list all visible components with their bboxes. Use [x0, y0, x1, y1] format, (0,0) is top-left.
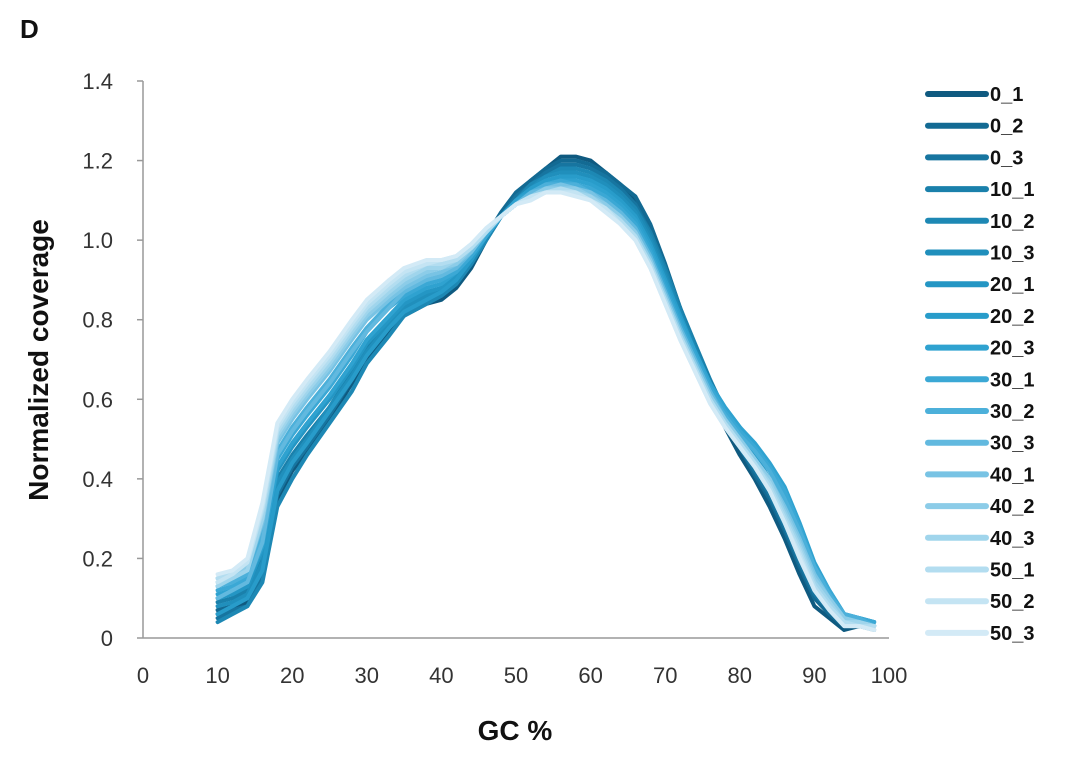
y-axis-title: Normalized coverage: [23, 219, 54, 501]
legend-label-0_2: 0_2: [990, 116, 1023, 138]
x-tick-label: 100: [871, 663, 908, 688]
legend-label-0_1: 0_1: [990, 84, 1023, 106]
panel-label: D: [20, 14, 39, 44]
series-line-40_2: [215, 186, 877, 629]
x-tick-label: 10: [205, 663, 229, 688]
legend-label-40_3: 40_3: [990, 528, 1035, 550]
y-tick-label: 0.4: [82, 467, 113, 492]
x-tick-label: 50: [504, 663, 528, 688]
legend: 0_1 0_2 0_3 10_1 10_2 10_3 20_1 20_2 20_3 30_1 30_…: [925, 84, 1035, 645]
series-line-30_1: [215, 178, 877, 625]
legend-label-30_2: 30_2: [990, 401, 1035, 423]
legend-label-50_2: 50_2: [990, 591, 1035, 613]
legend-label-10_3: 10_3: [990, 243, 1035, 265]
x-tick-label: 40: [429, 663, 453, 688]
legend-label-10_2: 10_2: [990, 211, 1035, 233]
x-tick-label: 20: [280, 663, 304, 688]
x-tick-label: 90: [802, 663, 826, 688]
series-line-40_3: [215, 186, 877, 629]
legend-label-40_2: 40_2: [990, 496, 1035, 518]
legend-label-20_2: 20_2: [990, 306, 1035, 328]
y-tick-label: 0: [101, 626, 113, 651]
x-tick-label: 80: [728, 663, 752, 688]
x-axis-title: GC %: [478, 715, 553, 746]
y-tick-label: 1.0: [82, 228, 113, 253]
series-layer: [215, 154, 877, 632]
y-tick-label: 0.2: [82, 546, 113, 571]
chart-axes: 0 0.2 0.4 0.6 0.8 1.0 1.2 1.4 0 10 20 30 40 50 60 70 80 9…: [82, 69, 907, 688]
y-tick-label: 1.2: [82, 149, 113, 174]
y-tick-label: 0.8: [82, 308, 113, 333]
legend-label-10_1: 10_1: [990, 179, 1035, 201]
legend-label-20_3: 20_3: [990, 338, 1035, 360]
series-line-50_1: [215, 186, 877, 629]
series-line-50_3: [215, 190, 877, 632]
legend-label-30_1: 30_1: [990, 369, 1035, 391]
legend-label-40_1: 40_1: [990, 464, 1035, 486]
legend-label-30_3: 30_3: [990, 433, 1035, 455]
legend-label-0_3: 0_3: [990, 147, 1023, 169]
y-tick-label: 1.4: [82, 69, 113, 94]
legend-label-20_1: 20_1: [990, 274, 1035, 296]
x-tick-label: 0: [137, 663, 149, 688]
y-tick-label: 0.6: [82, 387, 113, 412]
legend-label-50_3: 50_3: [990, 623, 1035, 645]
legend-label-50_1: 50_1: [990, 560, 1035, 582]
series-line-0_1: [215, 154, 877, 632]
x-tick-label: 30: [355, 663, 379, 688]
x-tick-label: 70: [653, 663, 677, 688]
x-tick-label: 60: [578, 663, 602, 688]
